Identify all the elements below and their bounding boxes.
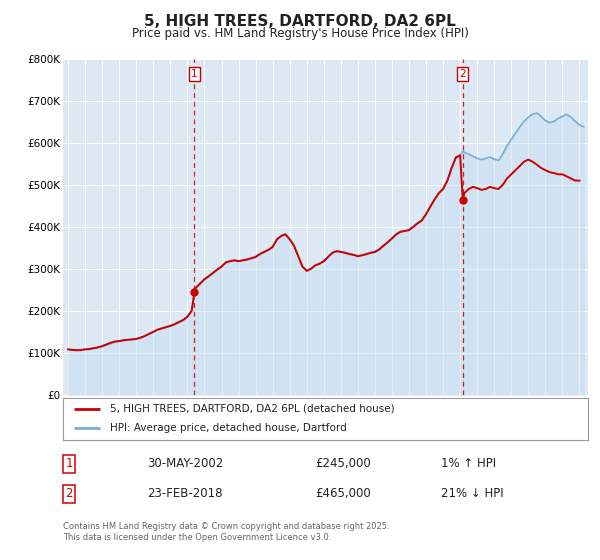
Text: Contains HM Land Registry data © Crown copyright and database right 2025.: Contains HM Land Registry data © Crown c… [63, 522, 389, 531]
Text: 2: 2 [65, 487, 73, 501]
Text: 21% ↓ HPI: 21% ↓ HPI [441, 487, 503, 501]
Text: 2: 2 [460, 69, 466, 79]
Text: 5, HIGH TREES, DARTFORD, DA2 6PL: 5, HIGH TREES, DARTFORD, DA2 6PL [144, 14, 456, 29]
Text: £245,000: £245,000 [315, 457, 371, 470]
Text: 1% ↑ HPI: 1% ↑ HPI [441, 457, 496, 470]
Text: Price paid vs. HM Land Registry's House Price Index (HPI): Price paid vs. HM Land Registry's House … [131, 27, 469, 40]
Text: 1: 1 [65, 457, 73, 470]
Text: This data is licensed under the Open Government Licence v3.0.: This data is licensed under the Open Gov… [63, 533, 331, 542]
Text: 1: 1 [191, 69, 198, 79]
Text: 30-MAY-2002: 30-MAY-2002 [147, 457, 223, 470]
Text: £465,000: £465,000 [315, 487, 371, 501]
Text: 23-FEB-2018: 23-FEB-2018 [147, 487, 223, 501]
Text: 5, HIGH TREES, DARTFORD, DA2 6PL (detached house): 5, HIGH TREES, DARTFORD, DA2 6PL (detach… [110, 404, 395, 414]
Text: HPI: Average price, detached house, Dartford: HPI: Average price, detached house, Dart… [110, 423, 347, 433]
